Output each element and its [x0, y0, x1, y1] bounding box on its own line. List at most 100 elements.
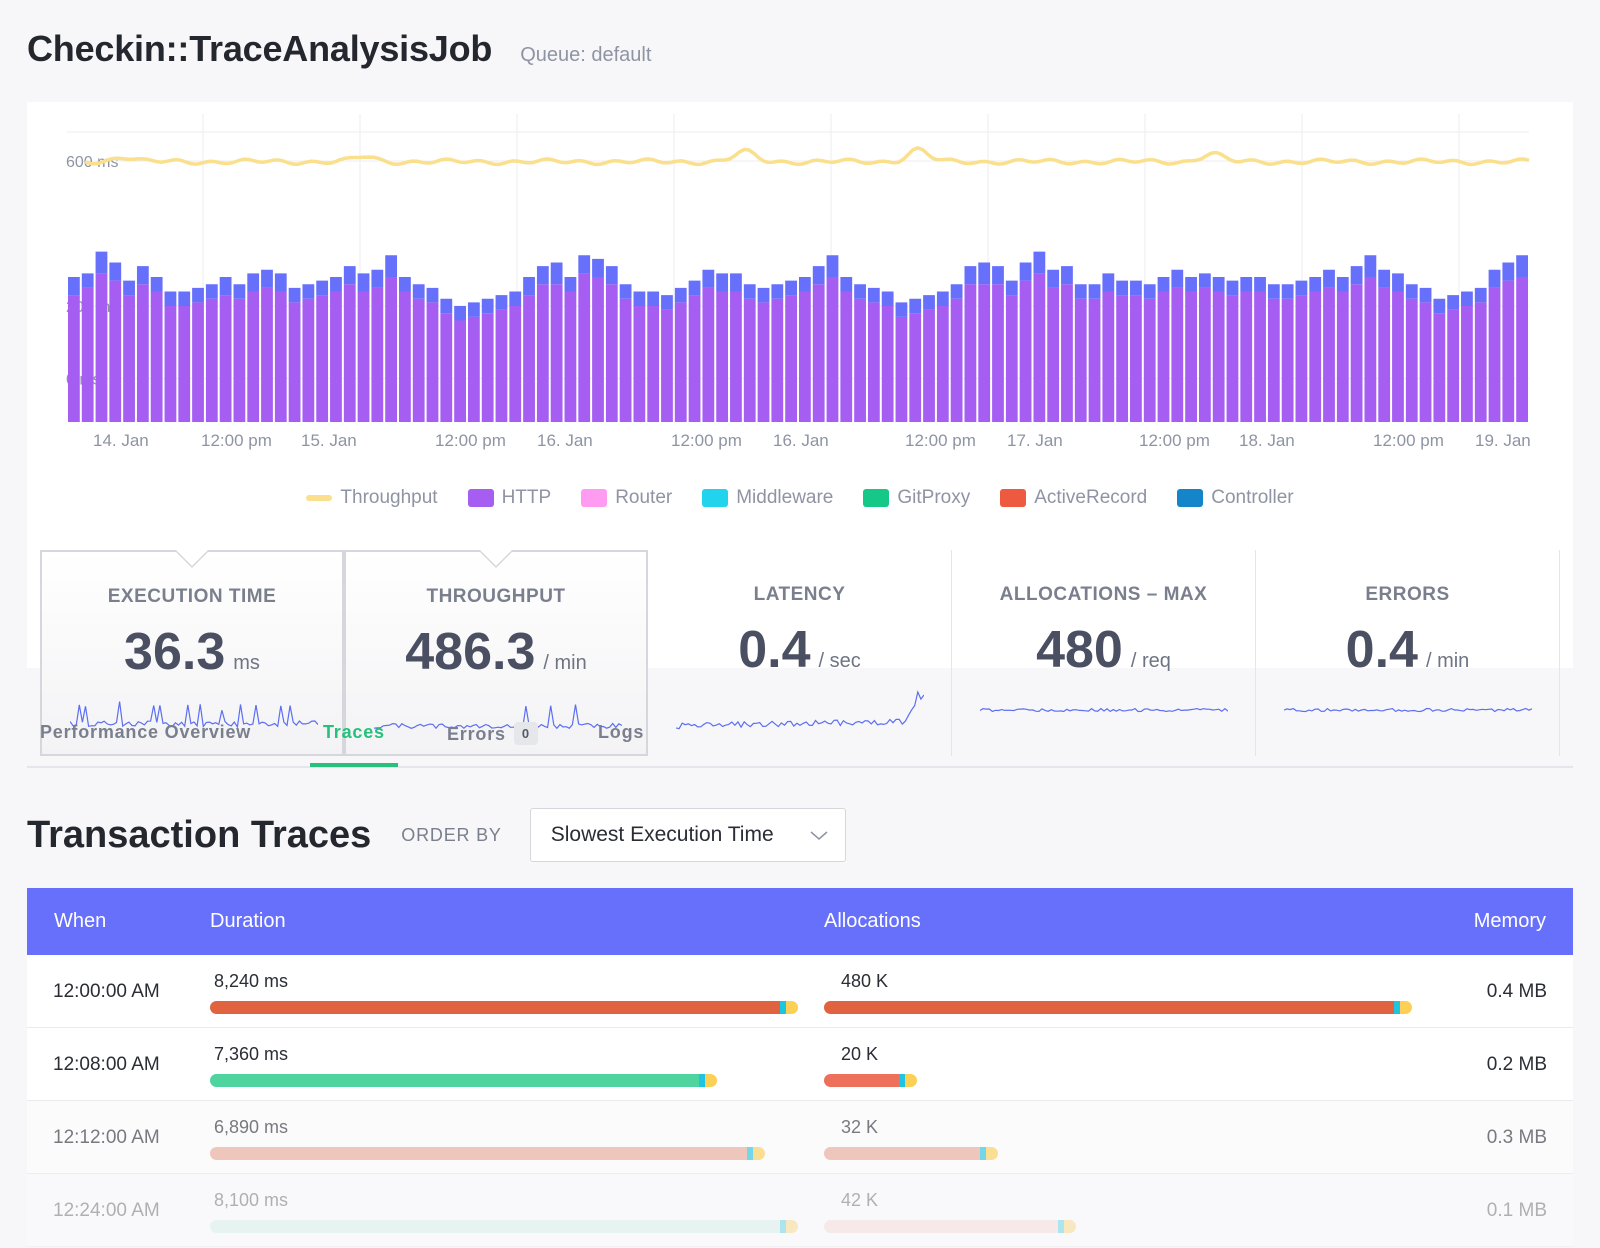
bar-controller [1019, 262, 1032, 281]
bar-controller [81, 273, 94, 288]
bar-controller [716, 273, 729, 292]
stat-execution-time[interactable]: EXECUTION TIME 36.3 ms [40, 550, 344, 756]
allocation-bar [824, 1147, 998, 1160]
bar-controller [233, 284, 246, 299]
x-tick-label: 15. Jan [301, 431, 357, 450]
column-header-allocations[interactable]: Allocations [824, 910, 921, 932]
bar-controller [454, 306, 466, 321]
stat-value: 0.4 [1345, 621, 1418, 679]
bar-http [1143, 298, 1156, 422]
bar-controller [1102, 273, 1115, 292]
bar-controller [371, 269, 384, 288]
bar-controller [1088, 284, 1101, 299]
bar-controller [1185, 277, 1197, 292]
legend-swatch [306, 495, 333, 501]
table-header: When Duration Allocations Memory [27, 888, 1573, 955]
bar-http [481, 313, 494, 422]
legend-item-throughput[interactable]: Throughput [306, 487, 438, 509]
stat-throughput[interactable]: THROUGHPUT 486.3 / min [344, 550, 648, 756]
bar-controller [495, 295, 508, 310]
stat-label: ERRORS [1365, 584, 1450, 605]
table-row[interactable]: 12:12:00 AM 6,890 ms 32 K 0.3 MB [27, 1101, 1573, 1174]
tab-logs[interactable]: Logs [598, 722, 645, 742]
tab-performance-overview[interactable]: Performance Overview [40, 722, 252, 742]
column-header-duration[interactable]: Duration [210, 910, 286, 932]
table-row[interactable]: 12:08:00 AM 7,360 ms 20 K 0.2 MB [27, 1028, 1573, 1101]
legend-item-gitproxy[interactable]: GitProxy [863, 487, 970, 509]
column-header-memory[interactable]: Memory [1473, 910, 1546, 932]
bar-controller [799, 277, 811, 292]
tab-errors[interactable]: Errors 0 [447, 722, 538, 765]
bar-http [854, 298, 866, 422]
cell-memory: 0.2 MB [1486, 1054, 1547, 1075]
bar-http [1461, 306, 1473, 422]
legend-swatch [467, 489, 494, 507]
cell-when: 12:24:00 AM [53, 1200, 160, 1221]
bar-http [164, 306, 177, 422]
bar-segment [824, 1074, 899, 1087]
selected-notch [176, 550, 208, 566]
bar-http [1171, 287, 1184, 422]
bar-http [1295, 295, 1308, 422]
x-tick-label: 12:00 pm [671, 431, 742, 450]
bar-http [1157, 291, 1170, 422]
bar-http [867, 302, 880, 422]
bar-http [1116, 295, 1129, 422]
legend-label: GitProxy [897, 487, 971, 508]
table-row[interactable]: 12:00:00 AM 8,240 ms 480 K 0.4 MB [27, 955, 1573, 1028]
legend-item-http[interactable]: HTTP [467, 487, 551, 509]
legend-item-controller[interactable]: Controller [1177, 487, 1294, 509]
bar-segment [780, 1220, 786, 1233]
stat-label: EXECUTION TIME [107, 586, 277, 607]
legend-item-middleware[interactable]: Middleware [702, 487, 833, 509]
legend-item-activerecord[interactable]: ActiveRecord [1000, 487, 1147, 509]
cell-duration: 7,360 ms [214, 1044, 289, 1064]
stat-errors[interactable]: ERRORS 0.4 / min [1256, 550, 1560, 756]
selected-notch [480, 550, 512, 566]
bar-http [288, 302, 301, 422]
bar-segment [905, 1074, 917, 1087]
cell-when: 12:12:00 AM [53, 1127, 160, 1148]
bar-controller [467, 302, 480, 317]
bar-http [799, 291, 811, 422]
bar-controller [123, 280, 135, 296]
bar-http [964, 284, 977, 422]
bar-segment [786, 1001, 798, 1014]
duration-bar [210, 1001, 798, 1014]
bar-segment [780, 1001, 786, 1014]
bar-controller [564, 277, 577, 292]
bar-controller [1061, 266, 1073, 285]
bar-http [592, 277, 604, 422]
bar-http [123, 295, 135, 422]
legend-item-router[interactable]: Router [581, 487, 672, 509]
bar-controller [1516, 255, 1528, 277]
stat-unit: / req [1130, 650, 1171, 672]
bar-controller [330, 277, 342, 292]
bar-controller [1309, 277, 1322, 292]
bar-controller [1281, 284, 1294, 299]
tab-traces[interactable]: Traces [310, 722, 398, 767]
bar-controller [1157, 277, 1170, 292]
bar-controller [316, 280, 329, 296]
legend-label: ActiveRecord [1034, 487, 1148, 508]
bar-http [1364, 277, 1377, 422]
bar-http [743, 298, 756, 422]
queue-label: Queue: default [520, 44, 652, 66]
stat-allocations-max[interactable]: ALLOCATIONS – MAX 480 / req [952, 550, 1256, 756]
bar-controller [1295, 280, 1308, 296]
stat-latency[interactable]: LATENCY 0.4 / sec [648, 550, 952, 756]
x-tick-label: 16. Jan [537, 431, 593, 450]
cell-duration: 6,890 ms [214, 1117, 289, 1137]
bar-http [1378, 287, 1391, 422]
bar-http [467, 316, 480, 422]
column-header-when[interactable]: When [54, 910, 107, 932]
bar-http [274, 291, 287, 422]
bar-http [1336, 291, 1349, 422]
bar-http [716, 291, 729, 422]
table-row[interactable]: 12:24:00 AM 8,100 ms 42 K 0.1 MB [27, 1174, 1573, 1247]
bar-http [785, 295, 797, 422]
order-by-select[interactable]: Slowest Execution Time [529, 808, 846, 862]
bar-http [1419, 302, 1432, 422]
bar-http [1198, 287, 1211, 422]
